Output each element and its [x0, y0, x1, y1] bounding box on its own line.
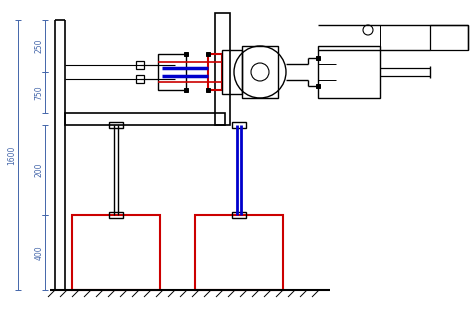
Bar	[242, 46, 278, 98]
Bar	[158, 54, 186, 90]
Text: 250: 250	[34, 39, 44, 53]
Bar	[318, 46, 380, 98]
Bar	[136, 61, 144, 69]
Bar	[184, 88, 188, 92]
Bar	[72, 215, 160, 290]
Bar	[232, 212, 246, 218]
Bar	[195, 215, 283, 290]
Bar	[136, 75, 144, 83]
Bar	[208, 54, 222, 90]
Bar	[65, 113, 225, 125]
Bar	[316, 84, 320, 88]
Bar	[109, 212, 123, 218]
Bar	[232, 122, 246, 128]
Text: 750: 750	[34, 85, 44, 100]
Text: 400: 400	[34, 245, 44, 260]
Bar	[206, 88, 210, 92]
Bar	[430, 25, 468, 50]
Bar	[316, 56, 320, 60]
Bar	[215, 13, 230, 125]
Text: 200: 200	[34, 163, 44, 177]
Text: 1600: 1600	[8, 145, 16, 165]
Bar	[109, 122, 123, 128]
Bar	[184, 52, 188, 56]
Bar	[222, 50, 242, 94]
Bar	[206, 52, 210, 56]
